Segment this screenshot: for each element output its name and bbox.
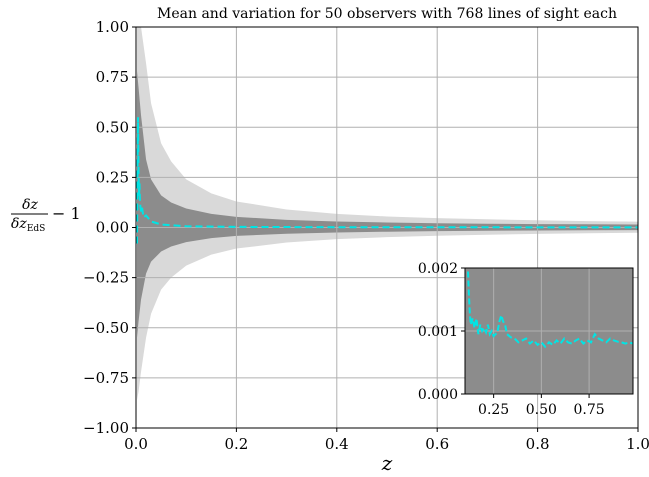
y-tick-label: 0.75 [96,68,129,86]
y-label-numerator: δz [22,197,38,213]
inset-axes: 0.25 0.50 0.75 0.000 0.001 0.002 [418,261,634,418]
inset-x-tick-label: 0.75 [574,402,605,418]
inset-y-tick-label: 0.000 [418,387,458,403]
inset-plot-area [465,267,633,395]
x-tick-label: 0.2 [224,435,248,453]
y-tick-label: 1.00 [96,18,129,36]
inset-mean-line [465,268,633,349]
x-tick-label: 1.0 [626,435,649,453]
y-tick-label: 0.50 [96,118,129,136]
y-axis-label: δz δzEdS − 1 [11,197,81,234]
inset-y-tick-label: 0.002 [418,261,458,277]
x-tick-label: 0.0 [124,435,148,453]
mean-line [136,117,638,244]
chart-title: Mean and variation for 50 observers with… [157,6,617,22]
y-tick-label: −0.25 [83,269,129,287]
outer-variation-band [137,27,638,400]
x-tick-label: 0.4 [325,435,349,453]
inset-x-tick-label: 0.50 [526,402,557,418]
inset-x-tick-label: 0.25 [478,402,509,418]
x-tick-label: 0.8 [526,435,550,453]
y-tick-label: −0.50 [83,319,129,337]
y-tick-label: 0.00 [96,219,129,237]
x-axis-label: z [381,451,393,475]
y-label-suffix: − 1 [52,204,81,223]
y-tick-label: −0.75 [83,369,129,387]
x-tick-label: 0.6 [425,435,449,453]
y-tick-label: −1.00 [83,419,129,437]
y-tick-label: 0.25 [96,168,129,186]
y-label-denominator: δzEdS [11,216,45,234]
main-axes: 0.0 0.2 0.4 0.6 0.8 1.0 −1.00 −0.75 −0.50 −0.25 0.… [83,18,649,453]
inset-y-tick-label: 0.001 [418,324,458,340]
